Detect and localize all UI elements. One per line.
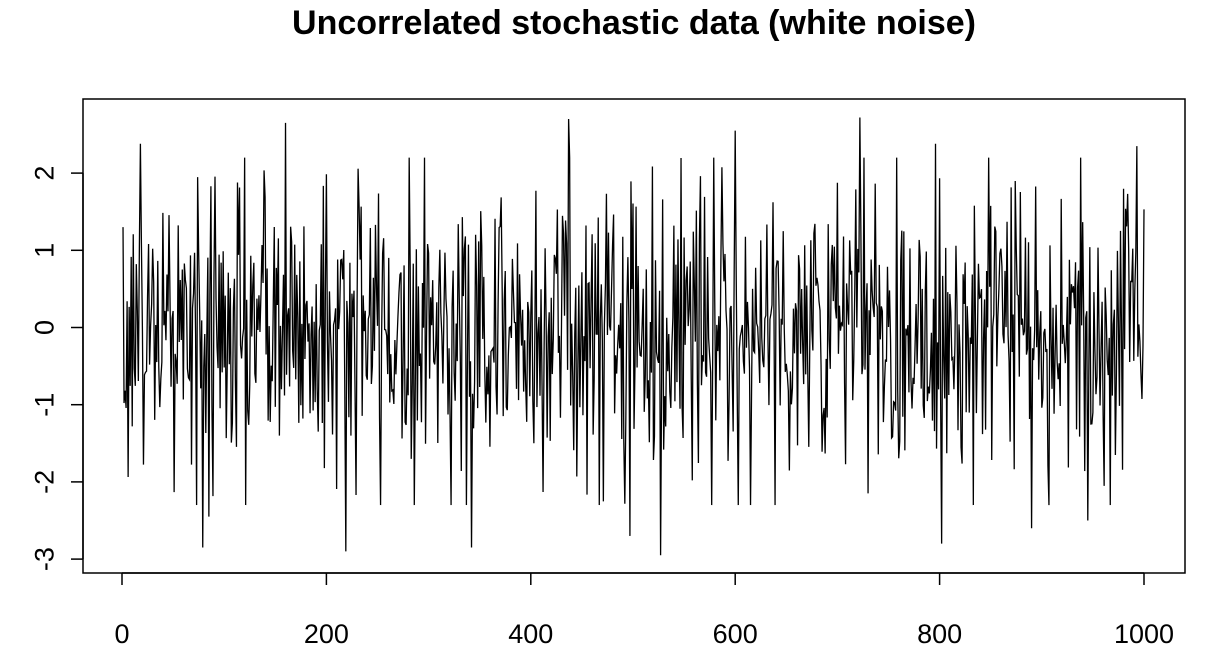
x-tick-label: 200 xyxy=(304,619,349,649)
x-tick-label: 1000 xyxy=(1114,619,1174,649)
y-tick-label: 0 xyxy=(29,320,59,335)
y-tick-label: -1 xyxy=(29,393,59,417)
series-layer xyxy=(122,117,1145,556)
y-tick-label: -3 xyxy=(29,547,59,571)
y-tick-label: 2 xyxy=(29,166,59,181)
chart-title: Uncorrelated stochastic data (white nois… xyxy=(292,4,976,42)
series-line xyxy=(122,117,1145,556)
x-tick-label: 600 xyxy=(713,619,758,649)
y-tick-label: 1 xyxy=(29,243,59,258)
x-tick-label: 400 xyxy=(508,619,553,649)
x-axis: 0 200 400 600 800 1000 xyxy=(114,572,1174,649)
y-axis: -3 -2 -1 0 1 2 xyxy=(29,166,84,571)
x-tick-label: 0 xyxy=(114,619,129,649)
x-tick-label: 800 xyxy=(917,619,962,649)
y-tick-label: -2 xyxy=(29,470,59,494)
